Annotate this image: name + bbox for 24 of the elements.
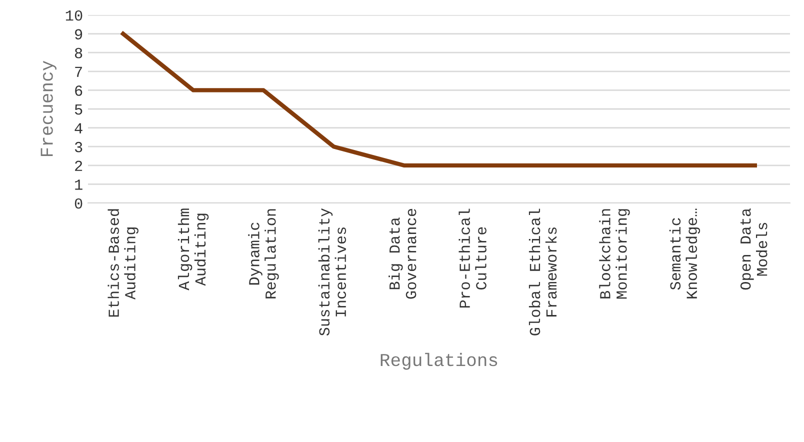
x-tick-label: Algorithm Auditing xyxy=(178,208,209,290)
y-tick-label: 0 xyxy=(74,198,82,209)
y-tick-label: 4 xyxy=(74,123,82,134)
x-tick-label: Global Ethical Frameworks xyxy=(528,208,557,336)
x-tick-label: Big Data Governance xyxy=(388,208,416,299)
x-tick-label: Semantic Knowledge… xyxy=(669,208,700,298)
x-tick-label: Pro-Ethical Culture xyxy=(458,208,486,308)
x-tick-label: Ethics-Based Auditing xyxy=(108,209,138,317)
y-tick-label: 3 xyxy=(74,142,82,152)
x-tick-label: Blockchain Monitoring xyxy=(599,209,630,299)
y-tick-label: 5 xyxy=(74,104,82,115)
line-series xyxy=(121,32,757,168)
x-tick-label: Open Data Models xyxy=(740,208,768,290)
x-axis-title: Regulations xyxy=(380,352,498,370)
y-tick-label: 9 xyxy=(75,29,82,40)
y-axis-title: Frecuency xyxy=(40,60,56,156)
x-tick-label: Sustainability Incentives xyxy=(318,208,346,336)
y-tick-label: 6 xyxy=(75,86,82,96)
x-tick-label: Dynamic Regulation xyxy=(248,209,279,298)
y-tick-label: 8 xyxy=(74,48,82,58)
y-tick-label: 10 xyxy=(66,10,82,21)
y-tick-label: 1 xyxy=(75,180,82,190)
y-tick-label: 7 xyxy=(75,66,82,77)
y-tick-label: 2 xyxy=(75,160,82,171)
